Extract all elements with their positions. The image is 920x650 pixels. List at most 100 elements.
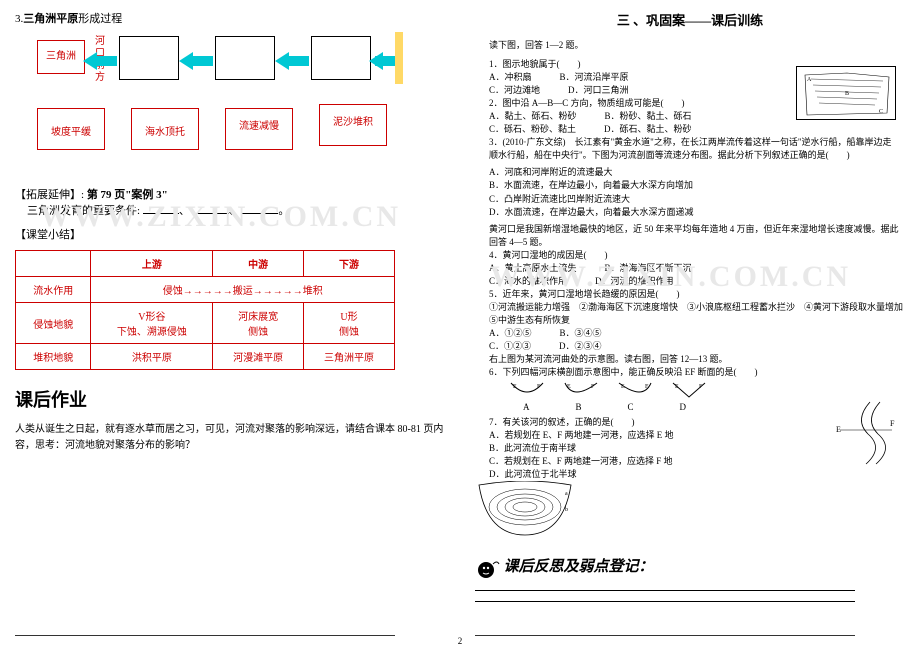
q3-opt-c: C．凸岸附近流速比凹岸附近流速大 [489, 193, 779, 206]
yellow-bar [395, 32, 403, 84]
cross-section-row: EF EF EF EF [509, 381, 905, 399]
q2-opts-row2: C．砾石、粉砂、黏土D．砾石、黏土、粉砂 [489, 123, 905, 136]
river-bend-icon: EF [834, 400, 898, 466]
svg-text:E: E [513, 384, 517, 390]
summary-table: 上游 中游 下游 流水作用 侵蚀→→→→→搬运→→→→→堆积 侵蚀地貌 V形谷 … [15, 250, 395, 370]
reflection-title: 课后反思及弱点登记： [504, 559, 654, 575]
table-row: 侵蚀地貌 V形谷 下蚀、溯源侵蚀 河床展宽 侧蚀 U形 侧蚀 [16, 303, 395, 344]
empty-box-2 [215, 36, 275, 80]
svg-text:E: E [621, 384, 625, 390]
flow-row-1: 三角洲 河口前方 [15, 34, 445, 94]
ext-cond-label: 三角洲发育的重要条件: [27, 205, 140, 217]
box-slope: 坡度平缓 [37, 108, 105, 150]
svg-text:F: F [537, 384, 541, 390]
section-heading: 3.三角洲平原形成过程 [15, 10, 445, 26]
cell: 三角洲平原 [304, 344, 395, 370]
heading-suffix: 形成过程 [78, 13, 122, 25]
q4-opts-row1: A．黄土高原水土流失B．渤海海区不断下沉 [489, 262, 905, 275]
blank-line-2 [193, 203, 229, 214]
summary-label: 【课堂小结】 [15, 226, 445, 242]
arrow-3 [279, 54, 309, 68]
reflect-line-2 [475, 601, 855, 602]
box-sediment: 泥沙堆积 [319, 104, 387, 146]
cell-merged: 侵蚀→→→→→搬运→→→→→堆积 [91, 277, 395, 303]
q6: 6．下列四幅河床横剖面示意图中，能正确反映沿 EF 断面的是( ) [489, 366, 905, 379]
table-row: 堆积地貌 洪积平原 河漫滩平原 三角洲平原 [16, 344, 395, 370]
svg-text:E: E [836, 425, 841, 434]
q4-opts-row2: C．海水的堆积作用D．河流的堆积作用 [489, 275, 905, 288]
cross-b-icon: EF [563, 381, 599, 399]
cell: 河漫滩平原 [213, 344, 304, 370]
svg-text:E: E [675, 384, 679, 390]
right-column: 三 、巩固案——课后训练 读下图，回答 1—2 题。 1．图示地貌属于( ) A… [460, 0, 920, 650]
figure-river-bend: EF [834, 400, 898, 466]
homework-text: 人类从诞生之日起，就有逐水草而居之习，可见，河流对聚落的影响深远，请结合课本 8… [15, 422, 445, 454]
cell-label: 侵蚀地貌 [16, 303, 91, 344]
cross-d-icon: EF [671, 381, 707, 399]
th-downstream: 下游 [304, 251, 395, 277]
figure-cross-section: ab [475, 481, 575, 537]
extension-block: 【拓展延伸】: 第 79 页"案例 3" 三角洲发育的重要条件: 、 、 。 [15, 186, 445, 218]
heading-num: 3. [15, 13, 23, 25]
svg-text:B: B [845, 91, 849, 97]
sep2: 、 [229, 205, 240, 217]
intro-67: 右上图为某河流河曲处的示意图。读右图，回答 12—13 题。 [489, 353, 905, 366]
q3-intro: 3．(2010·广东文综) 长江素有"黄金水道"之称，在长江两岸流传着这样一句话… [489, 136, 905, 162]
arrow-2 [183, 54, 213, 68]
intro-45: 黄河口是我国新增湿地最快的地区，近 50 年来平均每年造地 4 万亩，但近年来湿… [489, 223, 905, 249]
q3-opt-d: D．水面流速，在岸边最大，向着最大水深方面递减 [489, 206, 779, 219]
cell-label: 流水作用 [16, 277, 91, 303]
arrow-1 [87, 54, 117, 68]
page-number: 2 [458, 636, 463, 646]
intro-12: 读下图，回答 1—2 题。 [489, 39, 905, 52]
footer-separator-left [15, 635, 395, 636]
cell: 洪积平原 [91, 344, 213, 370]
ext-label: 【拓展延伸】: [15, 189, 84, 201]
cell: 河床展宽 侧蚀 [213, 303, 304, 344]
q5: 5．近年来，黄河口湿地增长趋缓的原因是( ) [489, 288, 905, 301]
q4: 4．黄河口湿地的成因是( ) [489, 249, 905, 262]
cell-label: 堆积地貌 [16, 344, 91, 370]
cell: V形谷 下蚀、溯源侵蚀 [91, 303, 213, 344]
box-seawater: 海水顶托 [131, 108, 199, 150]
q5-opts-row2: C．①②③D．②③④ [489, 340, 905, 353]
th-midstream: 中游 [213, 251, 304, 277]
reflection-block: 课后反思及弱点登记： [475, 555, 905, 602]
blank-line-1 [143, 203, 179, 214]
table-head-row: 上游 中游 下游 [16, 251, 395, 277]
svg-text:a: a [565, 491, 568, 497]
period: 。 [278, 205, 289, 217]
svg-text:A: A [807, 77, 812, 83]
landform-icon: A B C [797, 67, 897, 121]
svg-text:b: b [565, 507, 568, 513]
heading-bold: 三角洲平原 [23, 13, 78, 25]
homework-title: 课后作业 [15, 386, 445, 412]
flow-row-2: 坡度平缓 海水顶托 流速减慢 泥沙堆积 [15, 108, 445, 168]
right-title: 三 、巩固案——课后训练 [475, 10, 905, 29]
svg-text:F: F [890, 419, 895, 428]
reflect-line-1 [475, 590, 855, 591]
cross-a-icon: EF [509, 381, 545, 399]
empty-box-1 [119, 36, 179, 80]
blank-line-3 [242, 203, 278, 214]
empty-box-3 [311, 36, 371, 80]
q5-opts-row1: A．①②⑤B．③④⑤ [489, 327, 905, 340]
arrow-4 [373, 54, 395, 68]
figure-landform: A B C [796, 66, 896, 120]
thinking-face-icon [475, 558, 501, 580]
ring-icon: ab [475, 481, 575, 537]
footer-separator-right [475, 635, 855, 636]
q3-opt-b: B．水面流速，在岸边最小，向着最大水深方向增加 [489, 179, 779, 192]
svg-text:C: C [879, 109, 883, 115]
table-row: 流水作用 侵蚀→→→→→搬运→→→→→堆积 [16, 277, 395, 303]
q7-opt-d: D．此河流位于北半球 [489, 468, 905, 481]
th-upstream: 上游 [91, 251, 213, 277]
left-column: 3.三角洲平原形成过程 三角洲 河口前方 坡度平缓 海水顶托 流速减慢 泥沙堆积… [0, 0, 460, 650]
q3-opt-a: A．河底和河岸附近的流速最大 [489, 166, 779, 179]
ext-ref: 第 79 页"案例 3" [87, 189, 168, 201]
q5-options-text: ①河流搬运能力增强 ②渤海海区下沉速度增快 ③小浪底枢纽工程蓄水拦沙 ④黄河下游… [489, 301, 905, 327]
cell: U形 侧蚀 [304, 303, 395, 344]
th-blank [16, 251, 91, 277]
cross-c-icon: EF [617, 381, 653, 399]
sep1: 、 [179, 205, 190, 217]
